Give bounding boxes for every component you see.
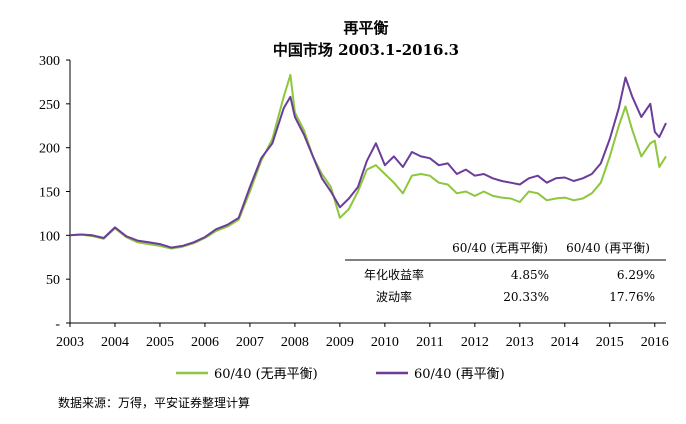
x-tick-label: 2014 — [551, 335, 579, 350]
x-tick-label: 2016 — [641, 335, 669, 350]
legend-label-no-rebalance: 60/40 (无再平衡) — [214, 367, 318, 382]
y-tick-label: 200 — [39, 142, 60, 157]
chart-subtitle: 中国市场 2003.1-2016.3 — [273, 41, 459, 59]
table-row2-v1: 20.33% — [503, 290, 549, 304]
x-tick-label: 2003 — [56, 335, 84, 350]
y-tick-label: - — [55, 317, 60, 332]
series-line-no-rebalance — [69, 73, 667, 250]
x-tick-label: 2013 — [506, 335, 534, 350]
x-ticks: 2003 2004 2005 2006 2007 2008 2009 2010 2011 2012… — [56, 323, 669, 350]
legend-label-rebalance: 60/40 (再平衡) — [414, 367, 505, 382]
table-row1-v2: 6.29% — [617, 268, 655, 282]
x-tick-label: 2006 — [191, 335, 219, 350]
y-tick-label: 50 — [46, 273, 60, 288]
x-tick-label: 2011 — [416, 335, 443, 350]
y-tick-label: 300 — [39, 54, 60, 69]
x-tick-label: 2012 — [461, 335, 489, 350]
y-tick-label: 100 — [39, 229, 60, 244]
y-tick-label: 150 — [39, 186, 60, 201]
y-tick-label: 250 — [39, 98, 60, 113]
source-note: 数据来源：万得，平安证券整理计算 — [58, 396, 251, 410]
table-row1-v1: 4.85% — [511, 268, 549, 282]
axes — [69, 60, 666, 324]
table-row2-v2: 17.76% — [609, 290, 655, 304]
table-col2-header: 60/40 (再平衡) — [566, 241, 650, 255]
y-ticks: - 50 100 150 200 250 300 — [39, 54, 70, 332]
x-tick-label: 2005 — [146, 335, 174, 350]
x-tick-label: 2009 — [326, 335, 354, 350]
x-tick-label: 2010 — [371, 335, 399, 350]
series-group — [69, 73, 667, 250]
stats-table: 60/40 (无再平衡) 60/40 (再平衡) 年化收益率 4.85% 6.2… — [345, 241, 666, 304]
x-tick-label: 2004 — [101, 335, 129, 350]
table-col1-header: 60/40 (无再平衡) — [452, 241, 548, 255]
x-tick-label: 2008 — [281, 335, 309, 350]
table-row2-label: 波动率 — [376, 289, 412, 304]
legend: 60/40 (无再平衡) 60/40 (再平衡) — [176, 367, 505, 382]
table-row1-label: 年化收益率 — [364, 267, 424, 282]
series-line-rebalance — [69, 76, 667, 249]
x-tick-label: 2007 — [236, 335, 264, 350]
x-tick-label: 2015 — [596, 335, 624, 350]
chart-title: 再平衡 — [343, 19, 388, 37]
